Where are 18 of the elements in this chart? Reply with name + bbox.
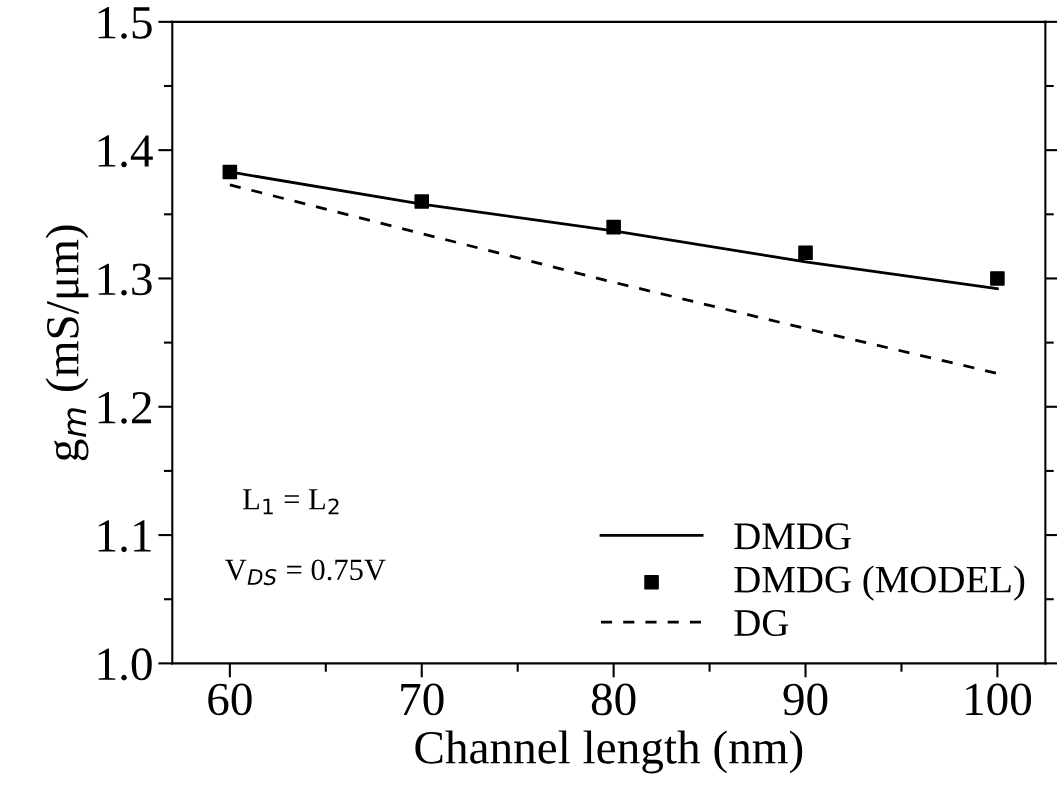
legend-label: DMDG — [734, 523, 851, 550]
y-tick-label: 1.5 — [98, 7, 152, 39]
y-tick-label: 1.0 — [98, 648, 152, 681]
annotation: L$_{1}$ = L$_{2}$ — [243, 489, 339, 515]
annotation: V$_{DS}$ = 0.75V — [225, 559, 386, 586]
y-tick-label: 1.3 — [98, 263, 152, 296]
x-tick-label: 100 — [966, 683, 1032, 716]
x-tick-label: 60 — [208, 683, 252, 716]
x-axis-title: Channel length (nm) — [415, 730, 803, 774]
x-tick-label: 80 — [591, 683, 636, 716]
legend-label: DMDG (MODEL) — [734, 565, 1025, 601]
y-tick-label: 1.1 — [98, 520, 151, 553]
y-axis-title: g$_{m}$ (mS/μm) — [45, 225, 89, 461]
y-tick-label: 1.2 — [98, 391, 151, 424]
y-tick-label: 1.4 — [98, 135, 153, 168]
legend-label: DG — [734, 609, 789, 637]
x-tick-label: 70 — [401, 683, 444, 716]
x-tick-label: 90 — [783, 683, 828, 716]
